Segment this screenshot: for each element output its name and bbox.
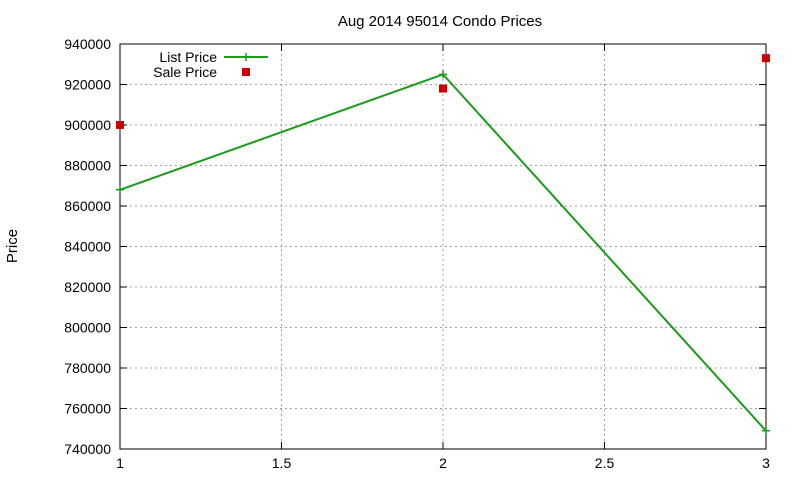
legend-label: List Price: [159, 49, 217, 65]
sale-price-point: [762, 54, 770, 63]
x-tick-label: 1.5: [272, 455, 292, 471]
y-tick-label: 780000: [64, 360, 111, 376]
sale-price-point: [439, 84, 447, 93]
legend-label: Sale Price: [153, 64, 217, 80]
y-tick-label: 860000: [64, 198, 111, 214]
sale-price-point: [116, 121, 124, 129]
y-tick-label: 820000: [64, 279, 111, 295]
list-price-point: [762, 426, 770, 435]
x-tick-label: 2.5: [595, 455, 615, 471]
y-tick-label: 920000: [64, 77, 111, 93]
x-tick-label: 2: [439, 455, 447, 471]
y-tick-label: 940000: [64, 36, 111, 52]
y-tick-label: 760000: [64, 401, 111, 417]
grid-lines: [120, 44, 766, 449]
legend-plus-marker: [242, 53, 250, 61]
y-tick-label: 740000: [64, 441, 111, 457]
list-price-line: [119, 73, 767, 432]
legend-square-marker: [242, 68, 250, 76]
y-tick-label: 840000: [64, 239, 111, 255]
y-tick-label: 800000: [64, 320, 111, 336]
x-tick-label: 3: [762, 455, 770, 471]
x-tick-label: 1: [116, 455, 124, 471]
y-tick-label: 880000: [64, 158, 111, 174]
axis-ticks: 740000 760000 780000 800000 820000 840000 8600…: [64, 36, 770, 471]
y-tick-label: 900000: [64, 117, 111, 133]
y-axis-label: Price: [4, 229, 21, 263]
list-price-point: [116, 185, 124, 194]
chart-title: Aug 2014 95014 Condo Prices: [338, 13, 542, 30]
list-price-point: [439, 70, 447, 79]
series-layer: [116, 54, 770, 435]
